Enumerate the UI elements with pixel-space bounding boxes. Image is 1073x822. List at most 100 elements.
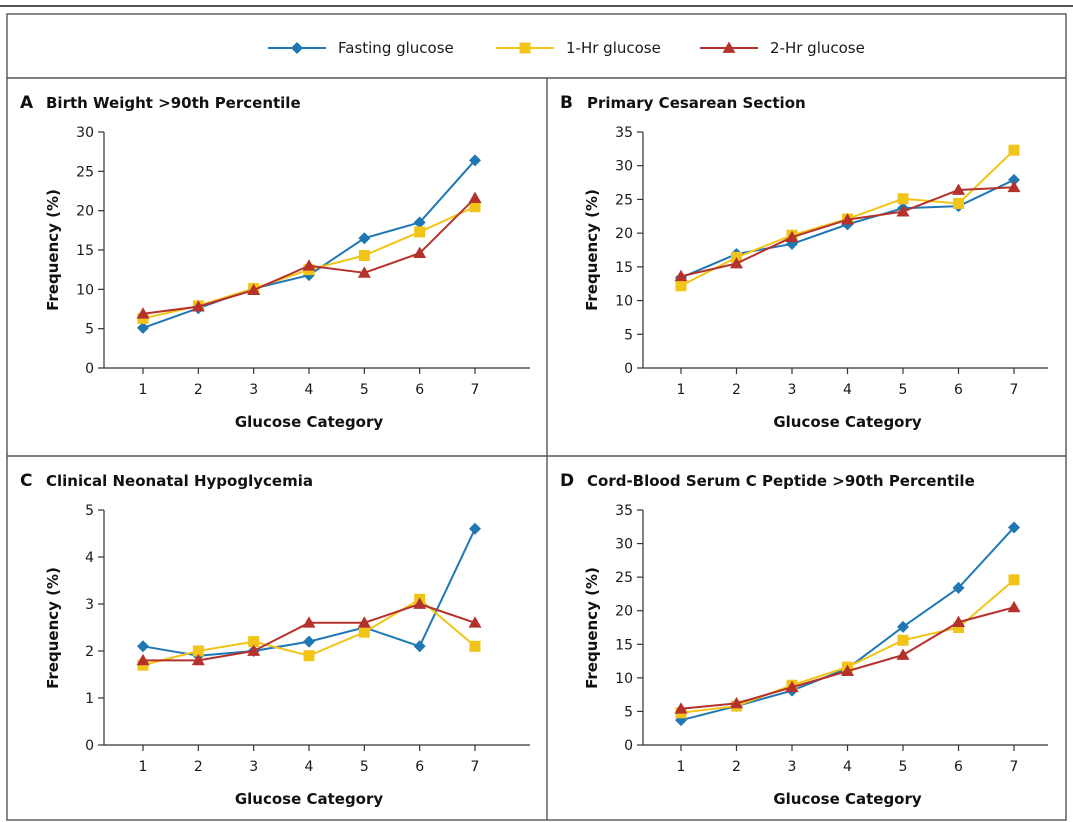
panel-a-series-fasting-glucose-point (413, 216, 426, 229)
panel-c-series-1-hr-glucose (137, 593, 481, 671)
panel-c-x-tick-label: 4 (305, 759, 314, 775)
panel-c-series-2-hr-glucose-point (357, 616, 371, 628)
panel-a-y-tick-label: 30 (76, 125, 94, 141)
legend: Fasting glucose 1-Hr glucose 2-Hr glucos… (268, 39, 865, 57)
legend-item-1hr: 1-Hr glucose (496, 39, 661, 57)
panel-c-series-1-hr-glucose-point (469, 640, 481, 652)
panel-a-x-tick-label: 2 (194, 382, 203, 398)
panel-b-y-tick-label: 25 (615, 192, 633, 208)
panel-d-x-tick-label: 2 (732, 759, 741, 775)
panel-d-y-tick-label: 5 (624, 704, 633, 720)
figure-frame (6, 13, 1067, 821)
panel-a-y-tick-label: 0 (85, 361, 94, 377)
panel-d-x-tick-label: 4 (843, 759, 852, 775)
panel-a-y-tick-label: 25 (76, 164, 94, 180)
panel-d-x-tick-label: 3 (788, 759, 797, 775)
panel-d-series-2-hr-glucose-point (674, 702, 688, 714)
panel-d-y-tick-label: 0 (624, 738, 633, 754)
panel-b-y-axis-title: Frequency (%) (583, 189, 601, 311)
panel-a-series-fasting-glucose-point (358, 232, 371, 245)
panel-a-series-2-hr-glucose-point (136, 307, 150, 319)
panel-c-series-fasting-glucose-point (413, 640, 426, 653)
panel-a-y-tick-label: 5 (85, 322, 94, 338)
panel-d-series-fasting-glucose-point (1008, 521, 1020, 534)
panel-d-header: D Cord-Blood Serum C Peptide >90th Perce… (560, 471, 975, 491)
panel-a-y-tick-label: 15 (76, 243, 94, 259)
panel-b-series-1-hr-glucose-point (1008, 144, 1020, 156)
panel-d-series-2-hr-glucose (674, 600, 1021, 714)
panel-c-x-tick-label: 7 (471, 759, 480, 775)
panel-c-series-1-hr-glucose-point (248, 636, 260, 648)
panel-c-x-tick-label: 6 (415, 759, 424, 775)
panel-b-x-axis-title: Glucose Category (773, 413, 922, 431)
panel-d-y-tick-label: 15 (615, 637, 633, 653)
panel-d-y-tick-label: 10 (615, 671, 633, 687)
panel-c-y-tick-label: 0 (85, 738, 94, 754)
panel-b-x-tick-label: 5 (899, 382, 908, 398)
panel-d-series-1-hr-glucose-point (897, 634, 909, 646)
panel-c-x-tick-label: 2 (194, 759, 203, 775)
panel-b-y-tick-label: 15 (615, 260, 633, 276)
legend-label-1hr: 1-Hr glucose (566, 39, 661, 57)
panel-a-series-1-hr-glucose-point (414, 226, 426, 238)
panel-c-series-fasting-glucose-point (469, 522, 481, 535)
panel-b-series-1-hr-glucose-point (897, 193, 909, 205)
panel-c-series-2-hr-glucose-point (413, 597, 427, 609)
panel-d-y-tick-label: 35 (615, 503, 633, 519)
panel-d-y-axis-title: Frequency (%) (583, 567, 601, 689)
panel-b-series-2-hr-glucose-line (680, 186, 1015, 278)
panel-b-y-tick-label: 35 (615, 125, 633, 141)
panel-d-plot: 0 5 10 15 20 25 30 35 1 2 3 4 5 6 7 Glucose Category Fre… (583, 503, 1048, 808)
panel-a-y-axis-title: Frequency (%) (44, 189, 62, 311)
panel-b-y-tick-label: 0 (624, 361, 633, 377)
panel-a-series-2-hr-glucose-point (413, 246, 427, 259)
legend-item-fasting: Fasting glucose (268, 39, 454, 57)
panel-b-series-2-hr-glucose-point (952, 183, 965, 195)
panel-c-y-tick-label: 2 (85, 644, 94, 660)
panel-b-y-tick-label: 10 (615, 294, 633, 310)
panel-d-x-axis-title: Glucose Category (773, 790, 922, 808)
panel-b-x-tick-label: 2 (732, 382, 741, 398)
panel-d-series-fasting-glucose (675, 521, 1020, 727)
panel-c-plot: 0 1 2 3 4 5 1 2 3 4 5 6 7 Glucose Category Frequency (… (44, 503, 530, 808)
panel-a-y-tick-label: 10 (76, 282, 94, 298)
panel-a-series-1-hr-glucose-point (358, 250, 370, 262)
panel-a-series-2-hr-glucose-point (357, 266, 371, 278)
panel-a-plot: 0 5 10 15 20 25 30 1 2 3 4 5 6 7 Glucose Category Frequ… (44, 125, 530, 431)
panel-c-series-fasting-glucose-point (303, 635, 315, 648)
panel-a-y-tick-label: 20 (76, 204, 94, 220)
panel-d-series-1-hr-glucose (675, 574, 1020, 719)
panel-b-series-2-hr-glucose (674, 180, 1021, 282)
panel-b-y-tick-label: 5 (624, 327, 633, 343)
panel-b-series-2-hr-glucose-point (1007, 180, 1021, 193)
panel-b-series-2-hr-glucose-point (785, 230, 799, 243)
panel-a-title: Birth Weight >90th Percentile (46, 94, 301, 112)
panel-b-series-2-hr-glucose-point (674, 269, 688, 282)
panel-d-x-tick-label: 1 (677, 759, 686, 775)
panel-c-y-tick-label: 3 (85, 597, 94, 613)
panel-c-series-2-hr-glucose (136, 597, 482, 666)
panel-b-series-2-hr-glucose-point (730, 256, 743, 269)
panel-d-y-tick-label: 30 (615, 537, 633, 553)
panel-c-header: C Clinical Neonatal Hypoglycemia (20, 471, 313, 491)
panel-d-series-1-hr-glucose-line (680, 579, 1015, 714)
panel-d-series-2-hr-glucose-point (785, 680, 799, 693)
panel-a-series-fasting-glucose-line (142, 159, 476, 329)
panel-c-series-fasting-glucose (137, 522, 481, 662)
legend-marker-square-icon (519, 42, 531, 54)
panel-c-series-2-hr-glucose-point (468, 616, 482, 628)
panel-c-series-2-hr-glucose-point (191, 653, 205, 666)
panel-d-x-tick-label: 5 (899, 759, 908, 775)
panel-a-series-2-hr-glucose-point (468, 191, 482, 203)
legend-label-fasting: Fasting glucose (338, 39, 454, 57)
panel-c-series-2-hr-glucose-point (302, 616, 316, 628)
panel-c-series-1-hr-glucose-point (358, 626, 370, 638)
panel-c-series-1-hr-glucose-point (303, 650, 315, 662)
panel-a-x-tick-label: 7 (471, 382, 480, 398)
panel-a-x-tick-label: 3 (249, 382, 258, 398)
panel-b-x-tick-label: 7 (1010, 382, 1019, 398)
panel-b-y-tick-label: 30 (615, 159, 633, 175)
panel-a-series-2-hr-glucose (136, 191, 482, 319)
panel-a-x-tick-label: 6 (415, 382, 424, 398)
